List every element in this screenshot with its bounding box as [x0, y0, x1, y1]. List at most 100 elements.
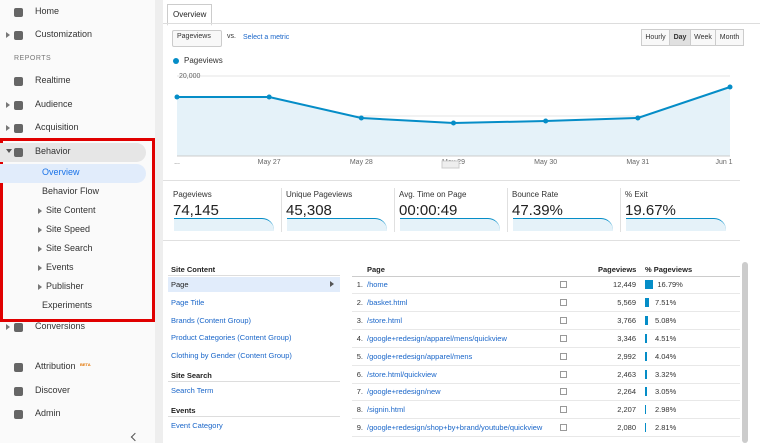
nav-icon [14, 410, 23, 419]
row-index: 3. [356, 315, 363, 325]
expand-arrow [38, 208, 42, 214]
nav-icon [14, 31, 23, 40]
point [358, 115, 364, 121]
group-title: Site Content [171, 265, 216, 274]
nav-item[interactable]: Conversions [35, 321, 86, 331]
section-label: REPORTS [14, 55, 52, 62]
pageviews: 2,207 [617, 405, 636, 415]
open-icon[interactable] [560, 352, 567, 360]
percent-bar [645, 423, 647, 433]
nav-item[interactable]: Behavior [35, 146, 71, 156]
nav-icon [14, 363, 23, 372]
dimension-link[interactable]: Page Title [171, 297, 205, 307]
interval-button[interactable]: Hourly [641, 29, 670, 46]
scorecard-value: 74,145 [173, 202, 219, 219]
dimension-link[interactable]: Search Term [171, 386, 214, 395]
sparkline-area [287, 218, 387, 231]
open-icon[interactable] [560, 281, 567, 288]
open-icon[interactable] [560, 424, 567, 432]
dimension-link[interactable]: Event Category [171, 420, 223, 430]
open-icon[interactable] [560, 388, 567, 396]
row-separator [352, 382, 740, 384]
scorecard-value: 00:00:49 [399, 202, 458, 219]
group-title: Events [171, 405, 196, 415]
nav-item[interactable]: Experiments [42, 300, 93, 310]
page-link[interactable]: /google+redesign/apparel/mens [367, 351, 473, 361]
nav-item[interactable]: Events [46, 262, 74, 272]
nav-item[interactable]: Acquisition [35, 122, 79, 132]
nav-item[interactable]: Site Content [46, 205, 96, 215]
percent-label: 4.04% [655, 351, 677, 361]
nav-item[interactable]: Discover [35, 385, 71, 395]
open-icon[interactable] [560, 406, 567, 414]
pageviews: 3,766 [617, 315, 636, 325]
scorecard-value: 19.67% [625, 202, 676, 219]
expand-arrow [6, 32, 10, 38]
dimension-link[interactable]: Page [171, 280, 189, 289]
nav-item[interactable]: Home [35, 6, 60, 16]
percent-label: 7.51% [655, 297, 677, 307]
pageviews: 2,463 [617, 369, 636, 379]
percent-label: 16.79% [657, 280, 683, 289]
resize-handle [441, 160, 460, 169]
metric-dropdown[interactable]: Pageviews [172, 30, 222, 47]
nav-icon [14, 323, 23, 332]
table-header: Pageviews [598, 265, 637, 274]
open-icon[interactable] [560, 316, 567, 324]
expand-arrow [6, 324, 10, 330]
tab[interactable]: Overview [167, 4, 213, 26]
open-icon[interactable] [560, 334, 567, 342]
select-metric-link[interactable]: Select a metric [243, 34, 290, 41]
row-highlight [0, 164, 146, 183]
dimension-link[interactable]: Clothing by Gender (Content Group) [171, 351, 292, 361]
dimension-link[interactable]: Brands (Content Group) [171, 315, 252, 325]
nav-item[interactable]: Audience [35, 99, 73, 109]
page-link[interactable]: /home [367, 280, 388, 289]
row-separator [352, 328, 740, 330]
expand-arrow [38, 265, 42, 271]
interval-button[interactable]: Day [669, 29, 691, 46]
row-index: 4. [356, 333, 363, 343]
scorecard-label: Bounce Rate [512, 190, 559, 199]
row-index: 1. [356, 280, 363, 289]
percent-bar [645, 280, 654, 289]
row-highlight [0, 143, 146, 162]
row-index: 5. [356, 351, 363, 361]
scorecard-value: 45,308 [286, 202, 332, 219]
page-link[interactable]: /google+redesign/shop+by+brand/youtube/q… [367, 423, 543, 433]
nav-item[interactable]: Admin [35, 408, 61, 418]
open-icon[interactable] [560, 298, 567, 306]
group-underline [168, 415, 340, 417]
nav-item[interactable]: Site Speed [46, 224, 91, 234]
row-index: 8. [356, 405, 363, 415]
legend-marker [173, 58, 179, 64]
page-link[interactable]: /signin.html [367, 405, 405, 415]
point [266, 94, 272, 100]
row-separator [352, 436, 740, 438]
nav-item[interactable]: Overview [42, 167, 80, 177]
nav-item[interactable]: Publisher [46, 281, 84, 291]
interval-button[interactable]: Month [715, 29, 744, 46]
page-link[interactable]: /google+redesign/apparel/mens/quickview [367, 333, 507, 343]
percent-bar [645, 369, 647, 379]
divider [163, 180, 740, 181]
pageviews: 2,080 [617, 423, 636, 433]
nav-item[interactable]: Realtime [35, 75, 71, 85]
pageviews: 5,569 [617, 297, 636, 307]
page-link[interactable]: /store.html/quickview [367, 369, 437, 379]
nav-item[interactable]: Customization [35, 29, 93, 39]
page-link[interactable]: /basket.html [367, 297, 408, 307]
point [543, 118, 549, 124]
dimension-link[interactable]: Product Categories (Content Group) [171, 333, 292, 343]
page-link[interactable]: /google+redesign/new [367, 387, 441, 397]
table-header-bg [352, 262, 740, 277]
sparkline-area [513, 218, 613, 231]
nav-item[interactable]: Site Search [46, 243, 93, 253]
nav-item[interactable]: Behavior Flow [42, 186, 100, 196]
interval-button[interactable]: Week [690, 29, 716, 46]
page-link[interactable]: /store.html [367, 315, 403, 325]
open-icon[interactable] [560, 370, 567, 378]
row-separator [352, 364, 740, 366]
nav-icon [14, 148, 23, 157]
nav-item[interactable]: Attribution [35, 361, 76, 371]
